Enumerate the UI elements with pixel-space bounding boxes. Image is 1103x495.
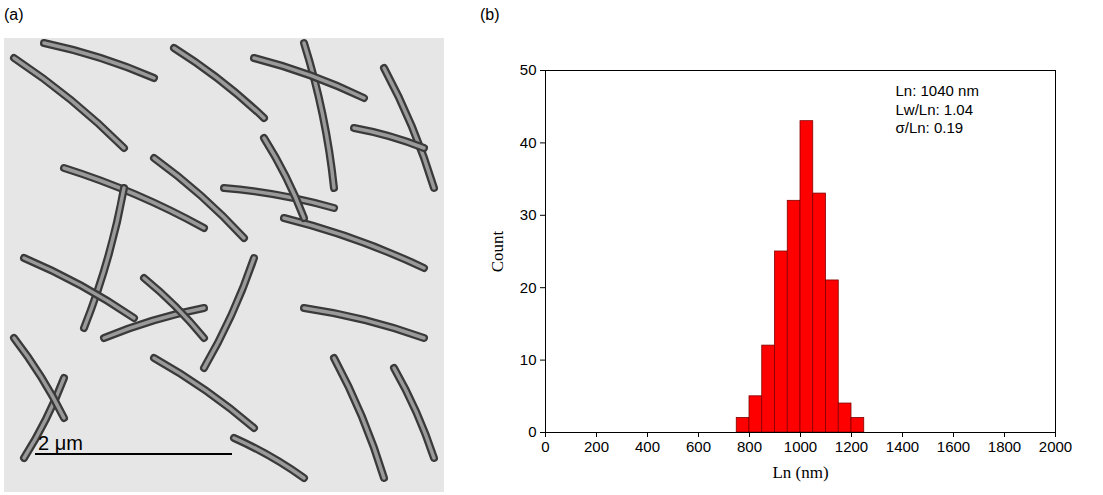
- svg-text:1800: 1800: [988, 438, 1021, 455]
- svg-text:Ln: 1040 nmLw/Ln: 1.04σ/Ln: 0.: Ln: 1040 nmLw/Ln: 1.04σ/Ln: 0.19: [896, 82, 979, 137]
- svg-text:1000: 1000: [784, 438, 817, 455]
- svg-text:2 μm: 2 μm: [38, 432, 83, 454]
- svg-text:50: 50: [520, 61, 537, 78]
- svg-text:800: 800: [737, 438, 762, 455]
- svg-text:1600: 1600: [937, 438, 970, 455]
- svg-text:1400: 1400: [886, 438, 919, 455]
- svg-text:600: 600: [686, 438, 711, 455]
- svg-text:1200: 1200: [835, 438, 868, 455]
- svg-text:Count: Count: [488, 230, 507, 272]
- svg-text:Ln (nm): Ln (nm): [772, 463, 828, 482]
- svg-text:400: 400: [635, 438, 660, 455]
- html-text:(b): (b): [480, 6, 500, 23]
- svg-text:20: 20: [520, 279, 537, 296]
- svg-text:10: 10: [520, 351, 537, 368]
- svg-text:0: 0: [528, 423, 536, 440]
- svg-text:0: 0: [541, 438, 549, 455]
- svg-text:2000: 2000: [1039, 438, 1072, 455]
- svg-text:40: 40: [520, 134, 537, 151]
- html-text:(a): (a): [4, 6, 24, 23]
- svg-text:200: 200: [584, 438, 609, 455]
- svg-text:30: 30: [520, 206, 537, 223]
